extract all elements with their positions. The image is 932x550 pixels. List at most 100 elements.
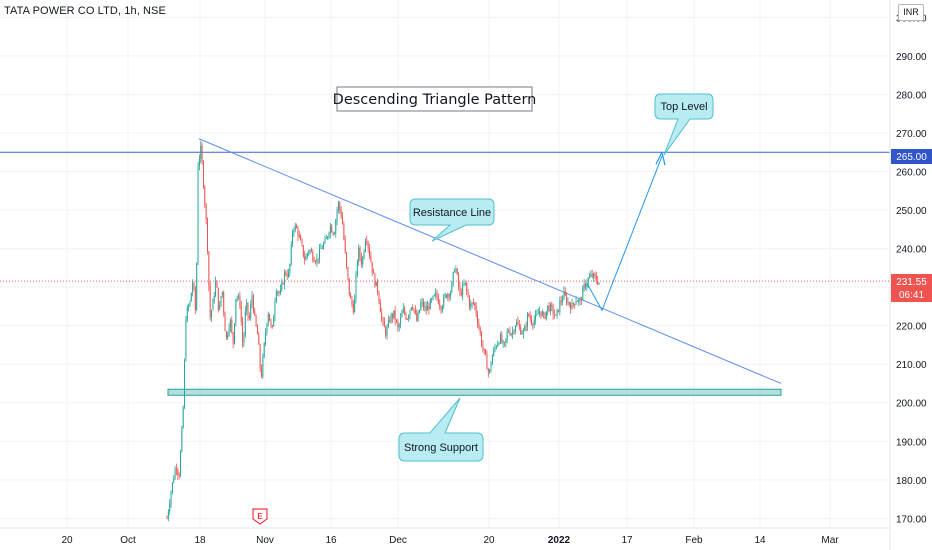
candle-body	[374, 273, 376, 287]
candle-body	[521, 333, 523, 335]
candle-body	[369, 247, 370, 256]
candle-body	[207, 219, 208, 252]
candle-body	[425, 306, 427, 311]
candle-body	[282, 282, 284, 285]
candle-body	[585, 283, 586, 288]
symbol-title[interactable]: TATA POWER CO LTD, 1h, NSE	[4, 5, 166, 17]
candle-body	[522, 330, 524, 334]
countdown-text: 06:41	[899, 290, 924, 301]
price-tick-label: 250.00	[896, 206, 927, 217]
candle-body	[171, 482, 173, 492]
candle-body	[192, 282, 194, 293]
candle-body	[312, 251, 314, 261]
candle-body	[558, 309, 559, 312]
candle-body	[286, 274, 288, 277]
support-callout[interactable]: Strong Support	[398, 397, 484, 462]
candle-body	[548, 305, 550, 312]
candle-body	[493, 349, 495, 356]
top-level-callout[interactable]: Top Level	[654, 93, 714, 156]
candle-body	[397, 321, 399, 328]
candle-body	[456, 268, 458, 275]
resistance-callout[interactable]: Resistance Line	[409, 198, 495, 242]
candle-body	[200, 145, 202, 159]
candle-body	[593, 273, 595, 277]
candle-body	[244, 310, 246, 335]
candle-body	[567, 302, 569, 303]
candle-body	[385, 327, 387, 336]
candle-body	[234, 323, 235, 344]
candle-body	[423, 301, 424, 308]
candle-body	[597, 280, 599, 285]
time-tick-label: 16	[325, 535, 337, 546]
level-price-badge: 265.00	[891, 149, 932, 164]
candle-body	[306, 253, 308, 257]
candle-body	[491, 355, 493, 365]
pattern-title: Descending Triangle Pattern	[333, 92, 537, 108]
time-tick-label: 18	[194, 535, 206, 546]
candle-body	[325, 238, 327, 239]
candle-body	[576, 300, 578, 302]
candle-body	[255, 315, 257, 326]
candle-body	[435, 292, 437, 295]
candle-body	[258, 334, 260, 345]
candle-body	[378, 292, 380, 302]
candle-body	[544, 313, 546, 319]
candle-body	[332, 232, 334, 235]
candle-body	[551, 304, 553, 307]
candle-body	[582, 287, 584, 301]
currency-badge[interactable]: INR	[898, 4, 924, 21]
candle-body	[358, 247, 360, 261]
candle-body	[549, 304, 551, 312]
candle-body	[216, 281, 218, 288]
candle-body	[594, 273, 596, 277]
candle-body	[459, 286, 461, 293]
candle-body	[537, 313, 539, 315]
pattern-title-box[interactable]: Descending Triangle Pattern	[333, 86, 537, 112]
candle-body	[589, 276, 591, 279]
candle-body	[354, 298, 356, 313]
candle-body	[433, 294, 435, 296]
candle-body	[204, 187, 206, 205]
candle-body	[182, 407, 184, 428]
candle-body	[590, 274, 592, 277]
candle-body	[379, 301, 381, 313]
candle-body	[220, 296, 222, 306]
candle-body	[559, 300, 561, 312]
candle-body	[470, 303, 472, 307]
candle-body	[281, 282, 283, 290]
candle-body	[323, 243, 325, 249]
level-price-text: 265.00	[896, 152, 927, 163]
candle-body	[563, 291, 565, 300]
earnings-event-marker[interactable]: E	[252, 508, 268, 525]
candle-body	[494, 347, 496, 350]
candle-body	[495, 346, 497, 348]
candle-body	[370, 255, 372, 263]
candle-body	[490, 364, 492, 370]
candle-body	[366, 240, 368, 243]
candle-body	[586, 283, 588, 288]
candle-body	[421, 301, 423, 303]
candle-body	[386, 327, 388, 336]
candle-body	[351, 298, 353, 305]
candle-body	[418, 310, 420, 314]
candle-body	[269, 313, 271, 321]
candle-body	[186, 307, 188, 322]
candle-body	[382, 318, 384, 321]
candle-body	[497, 343, 499, 347]
candle-body	[406, 318, 408, 320]
candle-body	[251, 295, 253, 305]
candle-body	[396, 320, 397, 322]
candle-body	[239, 296, 241, 306]
candle-body	[412, 307, 414, 309]
price-tick-label: 270.00	[896, 129, 927, 140]
projection-arrow	[586, 156, 663, 312]
candle-body	[211, 310, 213, 318]
time-tick-label: Nov	[256, 535, 274, 546]
candle-body	[443, 296, 445, 307]
candle-body	[389, 320, 391, 322]
candle-body	[598, 282, 600, 285]
candle-body	[283, 272, 285, 285]
candle-body	[436, 292, 438, 298]
candle-body	[317, 258, 319, 260]
